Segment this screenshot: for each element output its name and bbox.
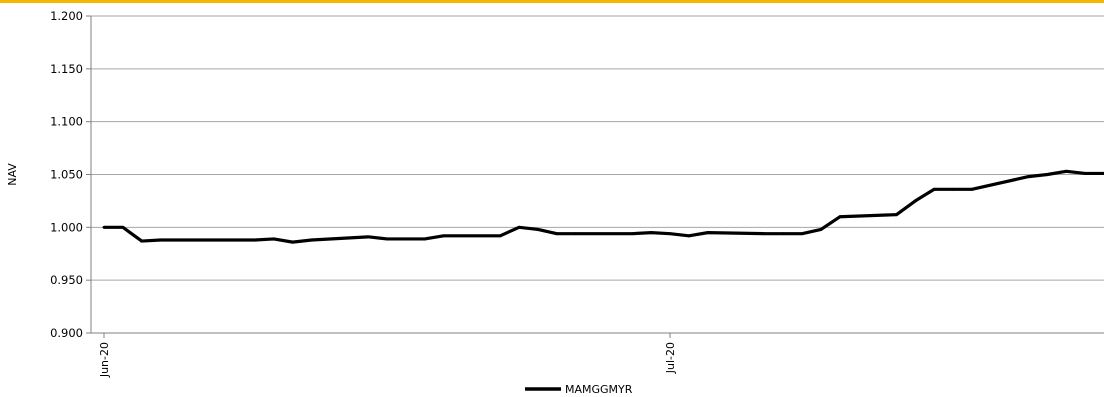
data-point bbox=[404, 237, 408, 241]
data-point bbox=[574, 232, 578, 236]
data-point bbox=[310, 238, 313, 242]
data-point bbox=[838, 215, 842, 219]
x-tick-label: Jun-20 bbox=[98, 342, 111, 378]
data-point bbox=[536, 228, 540, 231]
data-point bbox=[102, 225, 106, 229]
data-point bbox=[970, 187, 974, 191]
legend: MAMGGMYR bbox=[525, 383, 633, 396]
grid-lines bbox=[91, 15, 1104, 281]
y-tick-label: 1.200 bbox=[50, 9, 83, 23]
series-line-mamggmyr bbox=[104, 169, 1104, 244]
data-point bbox=[762, 232, 766, 236]
data-point bbox=[913, 199, 917, 203]
y-tick-label: 1.000 bbox=[50, 220, 83, 234]
data-point bbox=[630, 232, 634, 236]
data-point bbox=[272, 237, 276, 241]
y-tick-label: 1.150 bbox=[50, 62, 83, 76]
data-point bbox=[423, 237, 427, 241]
y-tick-label: 1.050 bbox=[50, 168, 83, 182]
data-point bbox=[291, 240, 295, 244]
series-layer bbox=[102, 169, 1104, 244]
data-point bbox=[1064, 169, 1068, 173]
y-axis-title: NAV bbox=[6, 163, 19, 186]
data-point bbox=[649, 231, 653, 235]
data-point bbox=[819, 228, 823, 231]
data-point bbox=[140, 239, 144, 243]
data-point bbox=[706, 231, 710, 235]
data-point bbox=[385, 237, 389, 241]
y-axis-ticks: 0.900 0.950 1.000 1.050 1.100 1.150 1.200 bbox=[50, 9, 91, 340]
data-point bbox=[1046, 173, 1049, 176]
accent-top-border bbox=[0, 0, 1104, 3]
data-point bbox=[234, 238, 238, 242]
data-point bbox=[800, 232, 804, 236]
data-point bbox=[951, 187, 955, 191]
y-tick-label: 0.900 bbox=[50, 326, 83, 340]
y-tick-label: 1.100 bbox=[50, 115, 83, 129]
data-point bbox=[366, 235, 370, 239]
data-point bbox=[1083, 172, 1087, 175]
data-point bbox=[159, 238, 163, 242]
x-tick-label: Jul-20 bbox=[664, 342, 677, 374]
data-point bbox=[687, 234, 691, 238]
data-point bbox=[442, 234, 446, 238]
data-point bbox=[517, 225, 521, 229]
data-point bbox=[781, 232, 785, 236]
data-point bbox=[1027, 175, 1030, 179]
y-tick-label: 0.950 bbox=[50, 273, 83, 287]
legend-label-mamggmyr: MAMGGMYR bbox=[565, 383, 633, 396]
data-point bbox=[121, 225, 125, 229]
data-point bbox=[498, 234, 502, 238]
data-point bbox=[555, 232, 559, 236]
x-axis-ticks: Jun-20 Jul-20 bbox=[98, 333, 677, 378]
data-point bbox=[178, 238, 181, 242]
data-point bbox=[895, 213, 898, 217]
data-point bbox=[253, 238, 257, 242]
data-point bbox=[668, 232, 672, 236]
data-point bbox=[932, 187, 936, 191]
